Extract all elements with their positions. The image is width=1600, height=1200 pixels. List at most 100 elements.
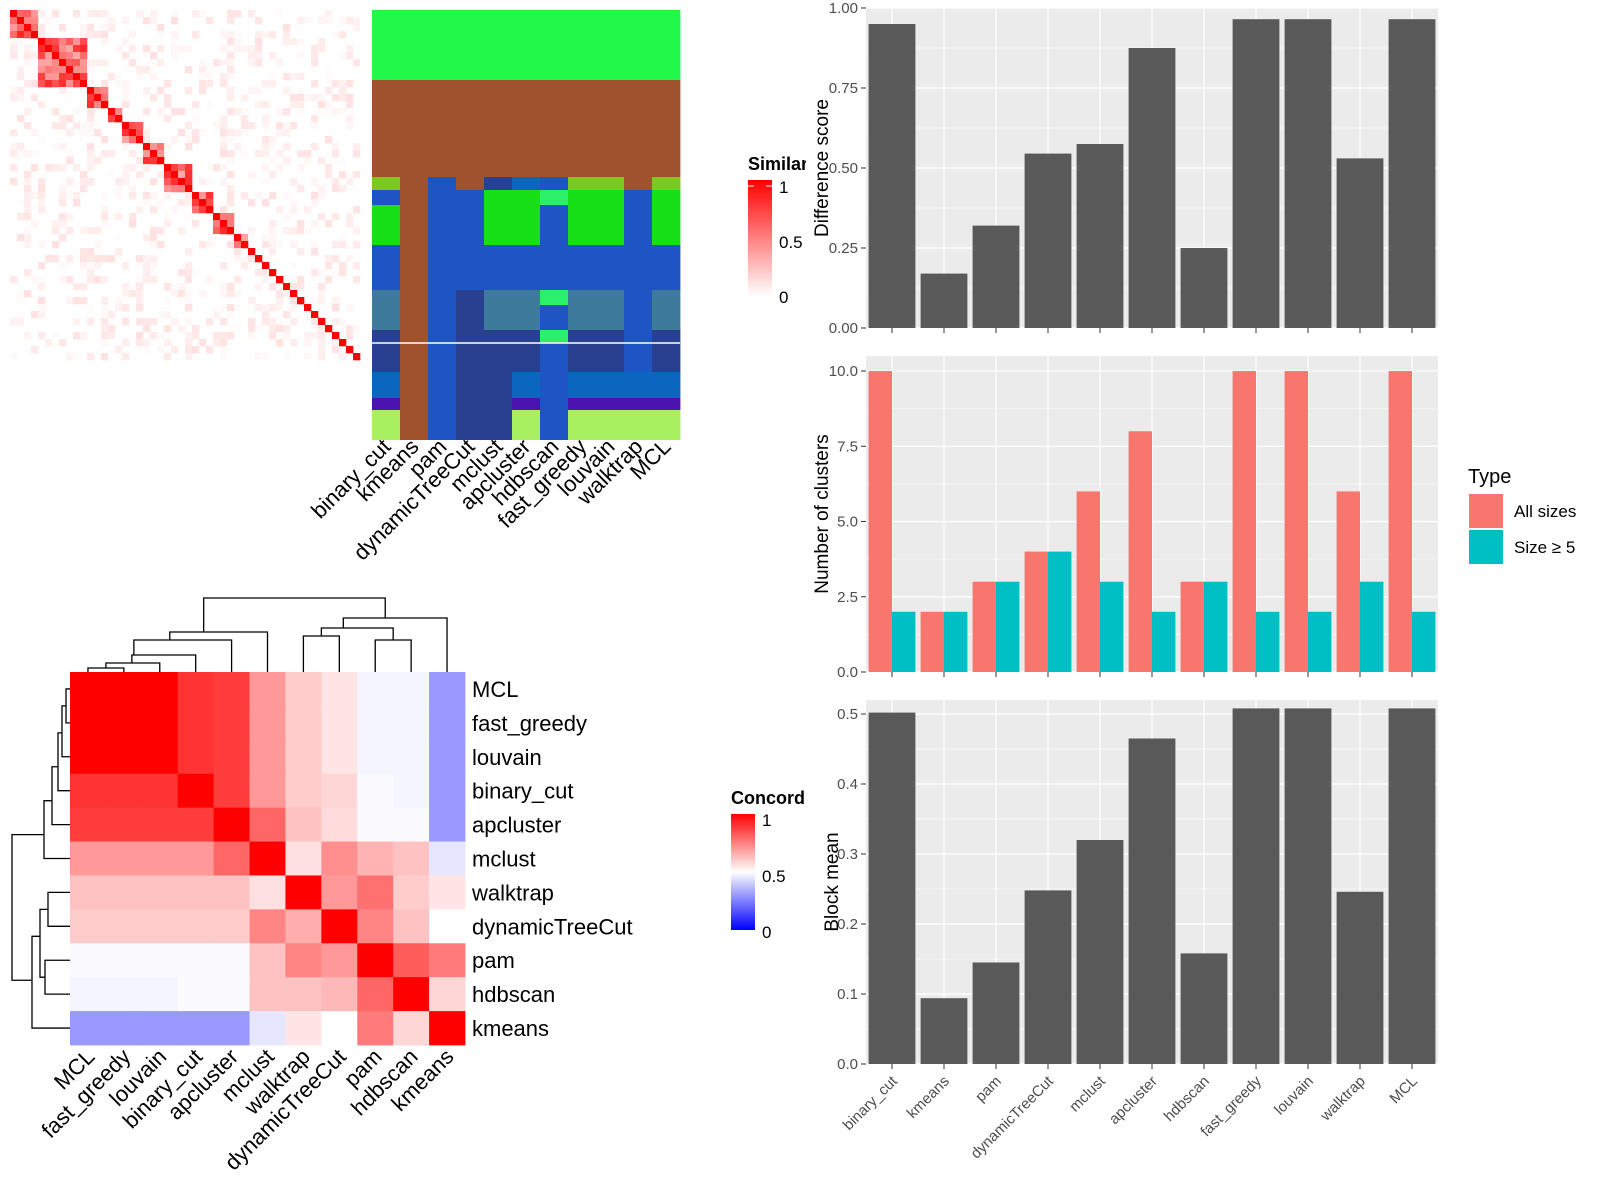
similarity-cell [24,45,32,53]
similarity-cell [171,45,179,53]
similarity-cell [10,276,18,284]
similarity-cell [297,52,305,60]
similarity-cell [353,17,361,25]
similarity-cell [311,143,319,151]
cluster-assignment-cell [484,343,513,372]
similarity-cell [241,45,249,53]
similarity-cell [101,332,109,340]
concordance-cell [285,875,322,910]
cluster-assignment-cell [512,410,541,440]
cluster-assignment-cell [540,80,569,177]
similarity-cell [157,311,165,319]
cluster-assignment-cell [456,190,485,205]
similarity-cell [150,241,158,249]
similarity-cell [339,269,347,277]
similarity-cell [206,164,214,172]
similarity-cell [269,283,277,291]
similarity-cell [38,31,46,39]
similarity-cell [325,255,333,263]
y-tick-label: 0.3 [837,846,858,863]
similarity-cell [206,192,214,200]
similarity-cell [220,206,228,214]
similarity-cell [136,136,144,144]
similarity-cell [192,332,200,340]
similarity-cell [24,150,32,158]
similarity-cell [59,262,67,270]
similarity-cell [269,143,277,151]
similarity-cell [101,24,109,32]
similarity-cell [269,241,277,249]
similarity-cell [115,213,123,221]
cluster-assignment-cell [484,372,513,398]
similarity-cell [220,346,228,354]
cluster-assignment-cell [400,205,429,245]
similarity-cell [339,80,347,88]
similarity-cell [17,31,25,39]
concordance-cell [105,773,143,809]
bar [920,998,968,1064]
similarity-cell [255,52,263,60]
similarity-cell [171,171,179,179]
similarity-cell [325,80,333,88]
bar [996,581,1020,672]
similarity-cell [262,31,270,39]
similarity-cell [325,136,333,144]
similarity-cell [150,318,158,326]
similarity-cell [157,171,165,179]
similarity-cell [269,325,277,333]
similarity-cell [178,129,186,137]
similarity-cell [17,45,25,53]
concordance-cell [429,1011,466,1046]
cluster-assignment-cell [456,80,485,177]
similarity-cell [171,206,179,214]
concordance-cell [357,739,394,775]
similarity-cell [262,143,270,151]
similarity-cell [143,143,151,151]
cluster-assignment-cell [624,330,653,343]
similarity-cell [80,185,88,193]
cluster-assignment-cell [484,410,513,440]
similarity-cell [115,185,123,193]
similarity-cell [346,171,354,179]
similarity-cell [332,241,340,249]
similarity-cell [164,101,172,109]
similarity-cell [87,164,95,172]
similarity-cell [38,311,46,319]
similarity-cell [52,220,60,228]
similarity-cell [171,17,179,25]
y-tick-label: 0.2 [837,916,858,933]
similarity-cell [206,66,214,74]
similarity-cell [45,17,53,25]
similarity-cell [171,31,179,39]
similarity-cell [318,339,326,347]
similarity-cell [24,80,32,88]
similarity-cell [290,178,298,186]
similarity-cell [234,276,242,284]
concordance-cell [249,705,286,741]
concordance-row-label: apcluster [472,813,561,838]
cluster-assignment-cell [512,177,541,190]
type-legend-swatch-all [1469,494,1503,528]
similarity-cell [185,122,193,130]
similarity-cell [10,129,18,137]
similarity-cell [276,318,284,326]
y-tick-label: 10.0 [829,363,858,380]
similarity-cell [66,59,74,67]
dendrogram-branch [320,627,394,640]
similarity-cell [24,206,32,214]
similarity-cell [122,66,130,74]
similarity-cell [199,73,207,81]
similarity-cell [31,192,39,200]
y-tick-label: 2.5 [837,589,858,606]
similarity-cell [115,45,123,53]
similarity-cell [66,115,74,123]
cluster-assignment-cell [428,372,457,398]
cluster-assignment-cell [568,330,597,343]
similarity-cell [122,164,130,172]
similarity-cell [318,346,326,354]
concordance-cell [105,1011,143,1046]
similarity-cell [346,304,354,312]
similarity-cell [234,248,242,256]
similarity-cell [101,101,109,109]
